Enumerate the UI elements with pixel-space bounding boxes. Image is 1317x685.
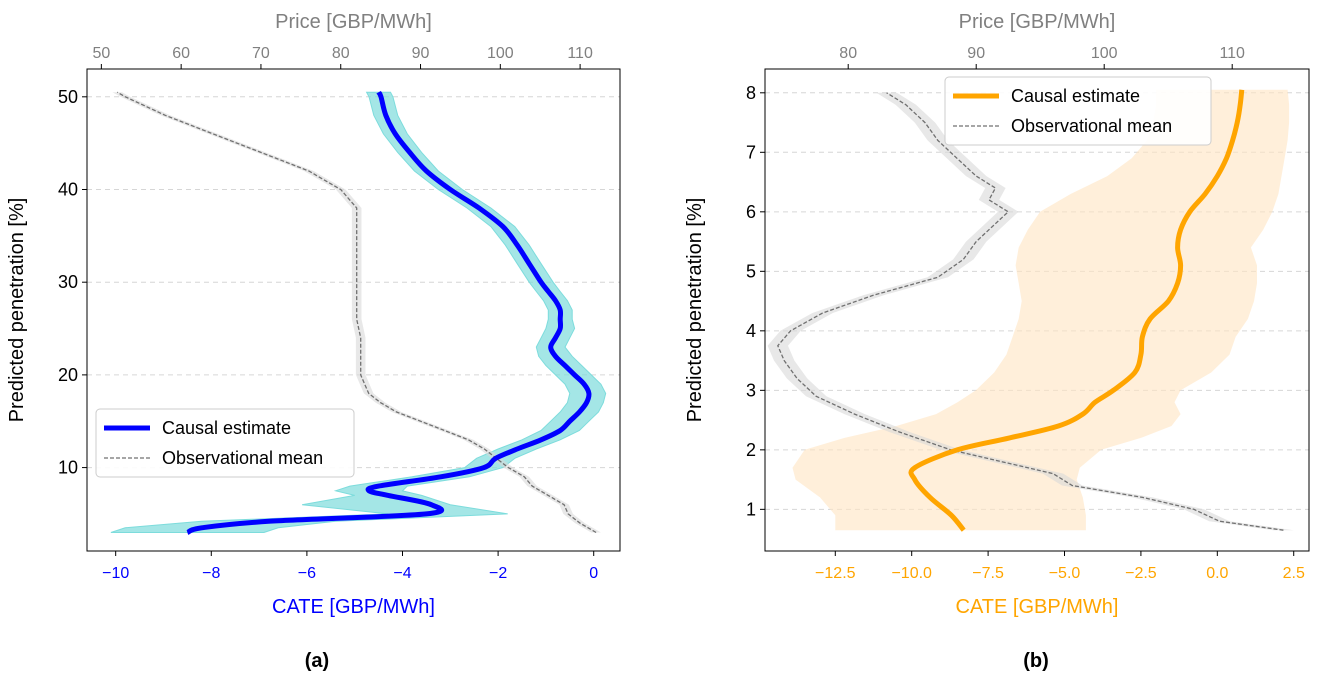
top-x-tick-label: 90 [967, 45, 985, 62]
panel-a: −10 −8 −6 −4 −2 0 50 60 70 80 90 100 110 10 20 30 40 50 CA… [6, 11, 621, 618]
y-tick-label: 4 [746, 321, 756, 341]
x-tick-label: −7.5 [972, 565, 1004, 582]
y-tick-label: 5 [746, 261, 756, 281]
observational-mean-line [116, 91, 597, 534]
x-tick-label: 0.0 [1206, 565, 1228, 582]
x-tick-label: −8 [202, 565, 220, 582]
top-x-tick-label: 80 [839, 45, 857, 62]
observational-mean-line [777, 92, 1284, 531]
top-x-tick-label: 100 [487, 45, 514, 62]
x-tick-label: −2 [489, 565, 507, 582]
panel-b: −12.5 −10.0 −7.5 −5.0 −2.5 0.0 2.5 80 90 100 110 1 2… [684, 11, 1310, 618]
top-x-tick-label: 50 [92, 45, 110, 62]
legend-box [95, 408, 355, 478]
panel-label-b: (b) [1023, 650, 1049, 672]
y-tick-label: 40 [58, 180, 78, 200]
y-tick-label: 8 [746, 83, 756, 103]
y-tick-label: 20 [58, 365, 78, 385]
causal-uncertainty-band [792, 89, 1290, 531]
plot-area [767, 89, 1294, 532]
y-tick-label: 3 [746, 380, 756, 400]
plot-area [110, 90, 607, 535]
legend-box [944, 76, 1212, 146]
y-tick-label: 6 [746, 202, 756, 222]
legend-label-causal: Causal estimate [1011, 86, 1140, 106]
panel-label-a: (a) [305, 650, 329, 672]
axes-frame [764, 68, 1310, 552]
top-x-axis-label: Price [GBP/MWh] [275, 11, 432, 33]
causal-uncertainty-band [110, 91, 607, 533]
top-x-tick-label: 90 [412, 45, 430, 62]
y-tick-label: 50 [58, 87, 78, 107]
top-x-tick-label: 70 [252, 45, 270, 62]
x-tick-label: 2.5 [1283, 565, 1305, 582]
top-x-tick-label: 100 [1091, 45, 1118, 62]
x-tick-label: −5.0 [1049, 565, 1081, 582]
y-axis-label: Predicted penetration [%] [6, 198, 28, 423]
top-x-axis-label: Price [GBP/MWh] [959, 11, 1116, 33]
observational-band [112, 92, 601, 533]
top-x-tick-label: 110 [567, 45, 593, 62]
axes-frame [86, 68, 621, 552]
y-tick-label: 30 [58, 272, 78, 292]
top-x-tick-label: 80 [332, 45, 350, 62]
y-axis-label: Predicted penetration [%] [684, 198, 706, 423]
x-tick-label: −10.0 [891, 565, 932, 582]
top-x-tick-label: 110 [1219, 45, 1245, 62]
legend-label-causal: Causal estimate [162, 418, 291, 438]
legend-label-observational: Observational mean [162, 448, 323, 468]
x-axis-label: CATE [GBP/MWh] [956, 596, 1119, 618]
x-axis-label: CATE [GBP/MWh] [272, 596, 435, 618]
legend-label-observational: Observational mean [1011, 116, 1172, 136]
legend: Causal estimate Observational mean [95, 408, 355, 478]
x-tick-label: 0 [589, 565, 598, 582]
y-tick-label: 1 [746, 499, 756, 519]
top-x-tick-label: 60 [172, 45, 190, 62]
x-tick-label: −6 [298, 565, 316, 582]
x-tick-label: −4 [393, 565, 411, 582]
y-tick-label: 2 [746, 440, 756, 460]
causal-estimate-line [186, 90, 592, 535]
causal-estimate-line [908, 89, 1245, 532]
x-tick-label: −10 [102, 565, 129, 582]
x-tick-label: −12.5 [815, 565, 856, 582]
y-tick-label: 10 [58, 458, 78, 478]
y-tick-label: 7 [746, 142, 756, 162]
x-tick-label: −2.5 [1125, 565, 1157, 582]
legend: Causal estimate Observational mean [944, 76, 1212, 146]
